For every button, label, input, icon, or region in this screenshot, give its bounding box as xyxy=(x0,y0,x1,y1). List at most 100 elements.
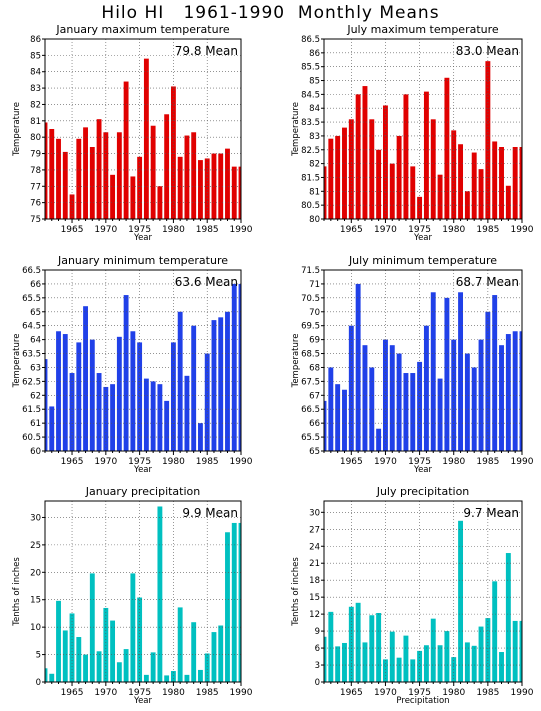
x-tick-label: 1980 xyxy=(162,457,185,467)
bar xyxy=(198,423,203,451)
y-tick-label: 82 xyxy=(30,100,41,110)
y-tick-label: 10 xyxy=(30,623,41,633)
bar xyxy=(157,506,163,682)
bar xyxy=(505,553,511,682)
y-tick-label: 85 xyxy=(309,77,320,87)
bar xyxy=(164,675,170,682)
y-tick-label: 67.5 xyxy=(301,377,320,387)
x-tick-label: 1970 xyxy=(94,225,117,235)
y-tick-label: 78 xyxy=(30,166,41,176)
y-tick-label: 68 xyxy=(309,363,320,373)
bar xyxy=(348,606,354,682)
y-tick-label: 18 xyxy=(309,576,320,586)
bar xyxy=(430,292,436,451)
bar xyxy=(458,144,464,219)
bar xyxy=(471,645,477,682)
x-tick-label: 1985 xyxy=(476,225,499,235)
bar xyxy=(204,158,210,219)
bar xyxy=(164,400,170,451)
bar xyxy=(369,367,375,451)
x-tick-label: 1965 xyxy=(61,225,84,235)
bar xyxy=(211,320,217,451)
bar xyxy=(512,147,518,219)
bar xyxy=(225,532,230,682)
y-axis-label: Temperature xyxy=(291,334,301,389)
bar xyxy=(499,652,504,682)
x-tick-label: 1965 xyxy=(61,457,84,467)
bar xyxy=(410,373,416,451)
bar xyxy=(96,373,102,451)
x-tick-label: 1975 xyxy=(128,688,151,698)
bar xyxy=(191,132,197,219)
y-tick-label: 85 xyxy=(30,51,41,61)
bar xyxy=(362,86,368,219)
bar xyxy=(423,91,429,219)
y-tick-label: 86 xyxy=(30,35,41,45)
mean-annotation: 83.0 Mean xyxy=(456,44,519,58)
bar xyxy=(324,166,327,219)
y-tick-label: 63 xyxy=(30,363,41,373)
bar xyxy=(170,671,176,682)
bar xyxy=(191,622,197,682)
y-axis-label: Temperature xyxy=(291,102,301,157)
bar xyxy=(396,657,402,682)
bar xyxy=(444,297,450,451)
bar xyxy=(143,674,149,682)
bar xyxy=(328,611,334,682)
bar xyxy=(437,645,443,682)
plot-frame xyxy=(323,38,523,220)
y-tick-label: 64 xyxy=(30,336,41,346)
chart-title: July maximum temperature xyxy=(346,23,499,36)
bar xyxy=(335,135,341,219)
bar xyxy=(56,600,61,682)
bar xyxy=(423,325,429,451)
bar xyxy=(362,345,368,451)
y-tick-label: 61.5 xyxy=(22,405,41,415)
bar xyxy=(478,169,484,219)
chart-4: January precipitation 0 5 10 15 20 25 30 1965 197… xyxy=(12,485,253,706)
bar xyxy=(396,353,402,451)
bar xyxy=(369,615,375,682)
bar xyxy=(444,77,450,220)
bar xyxy=(328,138,334,219)
bar xyxy=(184,135,190,219)
chart-1: July maximum temperature 80 80.5 81 81.5 82 82… xyxy=(291,23,534,243)
bar xyxy=(471,152,477,219)
bar xyxy=(45,122,48,219)
y-tick-label: 68.5 xyxy=(301,350,320,360)
bar xyxy=(76,637,82,682)
y-tick-label: 83 xyxy=(309,132,320,142)
y-tick-label: 60 xyxy=(30,447,41,457)
bar xyxy=(56,331,61,451)
x-axis-label: Year xyxy=(133,465,153,475)
bar xyxy=(389,631,395,682)
y-tick-label: 65 xyxy=(30,308,41,318)
bar xyxy=(49,673,55,682)
plot-frame xyxy=(44,269,242,452)
x-tick-label: 1990 xyxy=(230,457,253,467)
bar xyxy=(137,156,143,219)
bar xyxy=(123,295,129,451)
bar xyxy=(335,384,341,451)
chart-5: July precipitation 0 3 6 9 12 15 18 21 24 27 30 1965… xyxy=(291,485,534,706)
y-tick-label: 21 xyxy=(309,559,320,569)
bar xyxy=(198,160,203,219)
bar xyxy=(505,334,511,451)
bar xyxy=(143,58,149,219)
y-tick-label: 71.5 xyxy=(301,266,320,276)
bar xyxy=(410,659,416,682)
bar xyxy=(110,384,116,451)
plot-frame xyxy=(323,269,523,452)
bar xyxy=(150,125,156,219)
bar xyxy=(342,642,347,682)
x-tick-label: 1975 xyxy=(408,225,431,235)
bar xyxy=(348,325,354,451)
bar xyxy=(62,334,68,451)
bar xyxy=(355,602,361,682)
mean-annotation: 68.7 Mean xyxy=(456,275,519,289)
y-tick-label: 9 xyxy=(315,627,320,637)
bar xyxy=(191,325,197,451)
x-tick-label: 1985 xyxy=(196,457,219,467)
y-tick-label: 15 xyxy=(30,596,41,606)
bar xyxy=(444,631,450,682)
